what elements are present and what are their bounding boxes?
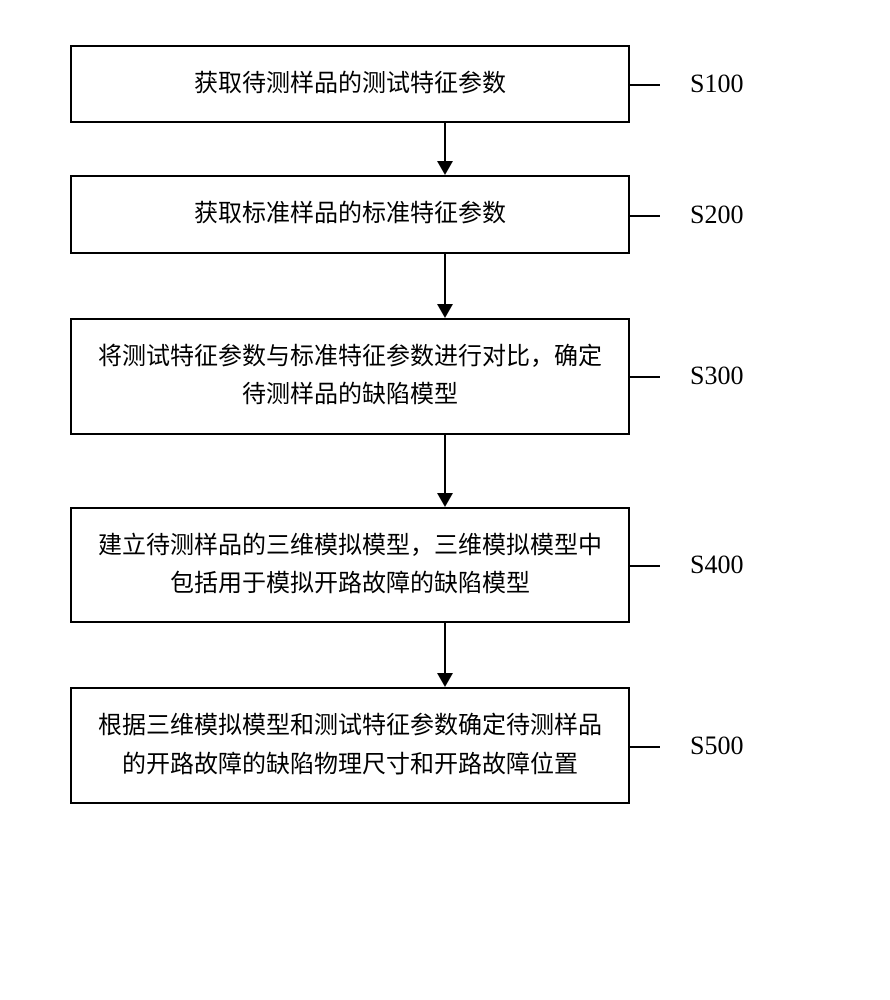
step-label-4: S400 [690, 550, 743, 580]
step-row-1: 获取待测样品的测试特征参数 S100 [70, 45, 820, 123]
arrow-down-icon [437, 623, 453, 687]
connector-line [630, 84, 660, 86]
arrow-wrap [165, 623, 725, 687]
connector-line [630, 746, 660, 748]
arrow-wrap [165, 123, 725, 175]
step-label-1: S100 [690, 69, 743, 99]
step-label-5: S500 [690, 731, 743, 761]
arrow-down-icon [437, 123, 453, 175]
step-row-5: 根据三维模拟模型和测试特征参数确定待测样品的开路故障的缺陷物理尺寸和开路故障位置… [70, 687, 820, 804]
step-text: 获取标准样品的标准特征参数 [194, 195, 506, 233]
connector-line [630, 376, 660, 378]
step-label-3: S300 [690, 361, 743, 391]
step-row-3: 将测试特征参数与标准特征参数进行对比，确定待测样品的缺陷模型 S300 [70, 318, 820, 435]
arrow-wrap [165, 435, 725, 507]
step-text: 根据三维模拟模型和测试特征参数确定待测样品的开路故障的缺陷物理尺寸和开路故障位置 [96, 707, 604, 784]
step-box-3: 将测试特征参数与标准特征参数进行对比，确定待测样品的缺陷模型 [70, 318, 630, 435]
step-text: 获取待测样品的测试特征参数 [194, 65, 506, 103]
arrow-wrap [165, 254, 725, 318]
connector-line [630, 215, 660, 217]
step-text: 将测试特征参数与标准特征参数进行对比，确定待测样品的缺陷模型 [96, 338, 604, 415]
connector-line [630, 565, 660, 567]
flowchart-container: 获取待测样品的测试特征参数 S100 获取标准样品的标准特征参数 S200 将测… [70, 45, 820, 804]
arrow-down-icon [437, 254, 453, 318]
step-box-2: 获取标准样品的标准特征参数 [70, 175, 630, 253]
arrow-down-icon [437, 435, 453, 507]
step-row-2: 获取标准样品的标准特征参数 S200 [70, 175, 820, 253]
step-row-4: 建立待测样品的三维模拟模型，三维模拟模型中包括用于模拟开路故障的缺陷模型 S40… [70, 507, 820, 624]
step-box-1: 获取待测样品的测试特征参数 [70, 45, 630, 123]
step-box-5: 根据三维模拟模型和测试特征参数确定待测样品的开路故障的缺陷物理尺寸和开路故障位置 [70, 687, 630, 804]
step-text: 建立待测样品的三维模拟模型，三维模拟模型中包括用于模拟开路故障的缺陷模型 [96, 527, 604, 604]
step-box-4: 建立待测样品的三维模拟模型，三维模拟模型中包括用于模拟开路故障的缺陷模型 [70, 507, 630, 624]
step-label-2: S200 [690, 200, 743, 230]
